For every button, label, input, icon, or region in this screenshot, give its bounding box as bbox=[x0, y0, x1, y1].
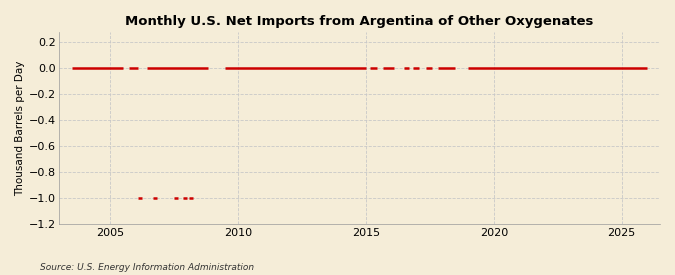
Title: Monthly U.S. Net Imports from Argentina of Other Oxygenates: Monthly U.S. Net Imports from Argentina … bbox=[126, 15, 594, 28]
Y-axis label: Thousand Barrels per Day: Thousand Barrels per Day bbox=[15, 60, 25, 196]
Text: Source: U.S. Energy Information Administration: Source: U.S. Energy Information Administ… bbox=[40, 263, 254, 272]
